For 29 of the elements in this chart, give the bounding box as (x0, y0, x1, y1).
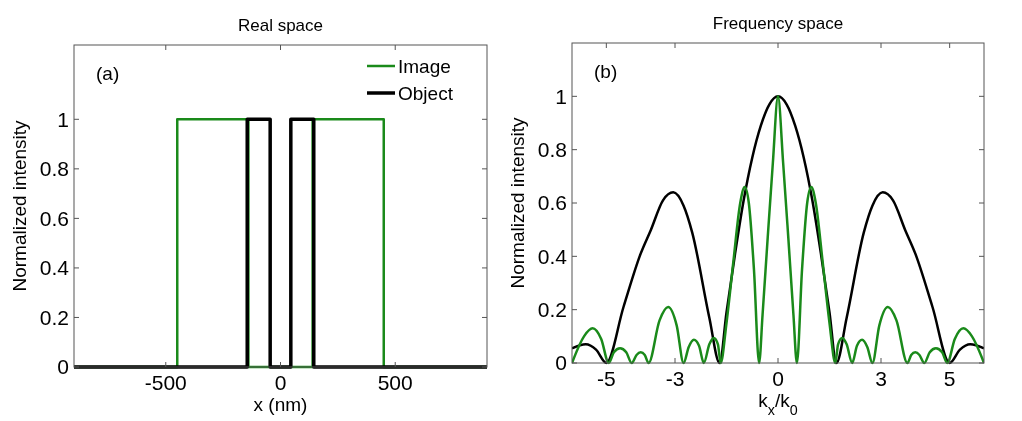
x-tick-label: -5 (596, 367, 616, 390)
x-tick-label: 5 (943, 367, 956, 390)
y-tick-label: 1 (555, 84, 567, 108)
x-tick-label: 0 (772, 367, 784, 390)
x-tick-label: -500 (144, 371, 187, 394)
chart-title: Frequency space (712, 14, 844, 33)
y-axis-title: Normalized intensity (9, 119, 30, 292)
x-axis-title: x (nm) (253, 394, 308, 415)
y-tick-label: 0.4 (537, 244, 568, 268)
y-tick-label: 0.2 (537, 298, 567, 322)
y-tick-label: 0.6 (39, 206, 69, 230)
y-axis-title: Normalized intensity (507, 116, 528, 289)
y-tick-label: 0.8 (537, 138, 567, 162)
y-tick-label: 0 (555, 351, 567, 375)
legend-label: Object (398, 82, 454, 104)
annotation: (a) (96, 63, 120, 84)
y-tick-label: 0.4 (39, 256, 70, 280)
legend-label: Image (398, 55, 451, 77)
y-tick-label: 0.6 (537, 191, 567, 215)
chart-title: Real space (237, 16, 324, 35)
annotation: (b) (594, 61, 618, 82)
y-tick-label: 1 (57, 107, 69, 131)
x-tick-label: 3 (875, 367, 887, 390)
x-tick-label: 0 (274, 371, 287, 394)
x-tick-label: -3 (665, 367, 685, 390)
y-tick-label: 0.8 (39, 157, 69, 181)
x-axis-title: k$_{x}$/k$_{0}$ (758, 390, 798, 418)
y-tick-label: 0.2 (39, 305, 69, 329)
x-tick-label: 500 (377, 371, 413, 394)
